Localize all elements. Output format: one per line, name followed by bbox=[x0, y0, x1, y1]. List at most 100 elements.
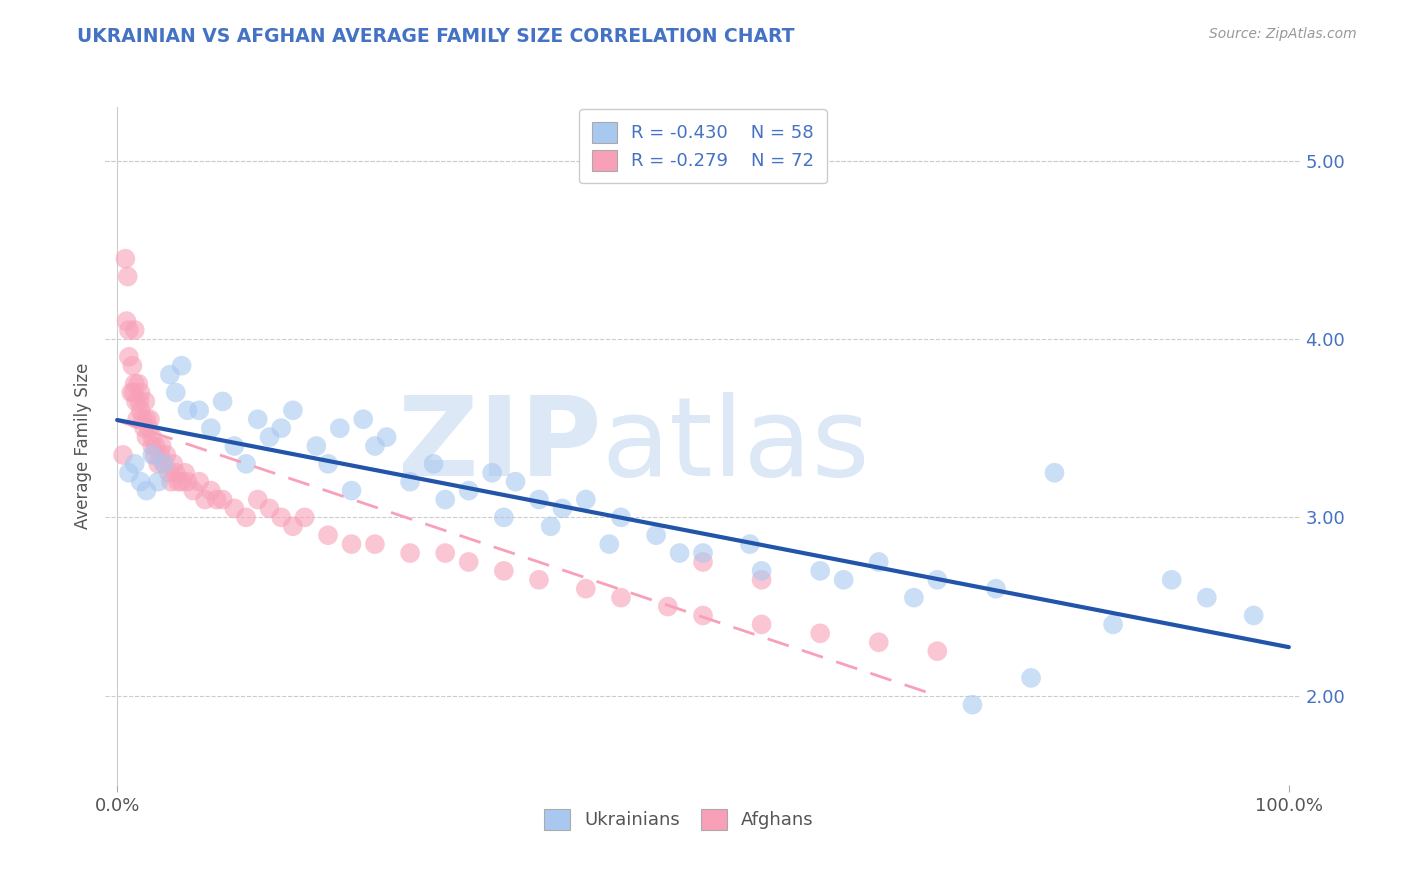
Point bbox=[316, 457, 339, 471]
Point bbox=[598, 537, 620, 551]
Point bbox=[738, 537, 761, 551]
Point bbox=[246, 492, 269, 507]
Point bbox=[162, 457, 184, 471]
Point bbox=[124, 323, 146, 337]
Point bbox=[668, 546, 690, 560]
Point bbox=[128, 394, 150, 409]
Point bbox=[174, 466, 197, 480]
Point bbox=[153, 457, 176, 471]
Point bbox=[457, 483, 479, 498]
Point bbox=[176, 475, 198, 489]
Point bbox=[399, 475, 422, 489]
Point bbox=[148, 457, 170, 471]
Point bbox=[610, 591, 633, 605]
Y-axis label: Average Family Size: Average Family Size bbox=[73, 363, 91, 529]
Point bbox=[148, 475, 170, 489]
Point bbox=[170, 359, 193, 373]
Point bbox=[527, 573, 550, 587]
Point bbox=[751, 564, 773, 578]
Point bbox=[527, 492, 550, 507]
Point bbox=[224, 501, 246, 516]
Text: atlas: atlas bbox=[602, 392, 870, 500]
Point bbox=[183, 483, 205, 498]
Point bbox=[270, 510, 292, 524]
Point bbox=[481, 466, 503, 480]
Point bbox=[122, 385, 145, 400]
Point bbox=[118, 466, 141, 480]
Point bbox=[124, 457, 146, 471]
Legend: Ukrainians, Afghans: Ukrainians, Afghans bbox=[537, 802, 821, 837]
Point bbox=[224, 439, 246, 453]
Text: UKRAINIAN VS AFGHAN AVERAGE FAMILY SIZE CORRELATION CHART: UKRAINIAN VS AFGHAN AVERAGE FAMILY SIZE … bbox=[77, 27, 794, 45]
Point bbox=[281, 519, 304, 533]
Point bbox=[235, 510, 257, 524]
Point bbox=[1243, 608, 1265, 623]
Point bbox=[340, 483, 363, 498]
Point bbox=[903, 591, 925, 605]
Point bbox=[1160, 573, 1182, 587]
Point bbox=[645, 528, 668, 542]
Point bbox=[165, 385, 187, 400]
Point bbox=[540, 519, 562, 533]
Point bbox=[832, 573, 855, 587]
Point bbox=[200, 421, 222, 435]
Point bbox=[194, 492, 217, 507]
Point bbox=[751, 573, 773, 587]
Point bbox=[127, 376, 149, 391]
Point bbox=[155, 448, 177, 462]
Point bbox=[118, 323, 141, 337]
Point bbox=[134, 394, 156, 409]
Point bbox=[150, 439, 173, 453]
Point bbox=[962, 698, 984, 712]
Point bbox=[141, 439, 163, 453]
Point bbox=[132, 412, 155, 426]
Point bbox=[305, 439, 328, 453]
Point bbox=[135, 412, 157, 426]
Point bbox=[751, 617, 773, 632]
Point bbox=[434, 546, 457, 560]
Point bbox=[132, 421, 156, 435]
Point bbox=[121, 359, 143, 373]
Point bbox=[188, 475, 211, 489]
Point bbox=[145, 439, 167, 453]
Point bbox=[316, 528, 339, 542]
Point bbox=[159, 368, 181, 382]
Point bbox=[112, 448, 135, 462]
Point bbox=[259, 501, 281, 516]
Point bbox=[200, 483, 222, 498]
Point bbox=[124, 376, 146, 391]
Point bbox=[575, 582, 598, 596]
Point bbox=[127, 412, 149, 426]
Point bbox=[157, 466, 180, 480]
Point bbox=[153, 457, 176, 471]
Point bbox=[808, 626, 831, 640]
Point bbox=[575, 492, 598, 507]
Point bbox=[692, 608, 714, 623]
Point bbox=[457, 555, 479, 569]
Point bbox=[492, 564, 515, 578]
Point bbox=[125, 394, 148, 409]
Point bbox=[281, 403, 304, 417]
Point bbox=[692, 555, 714, 569]
Point bbox=[657, 599, 679, 614]
Point bbox=[143, 448, 166, 462]
Point bbox=[868, 555, 890, 569]
Point bbox=[270, 421, 292, 435]
Point bbox=[364, 537, 387, 551]
Point bbox=[115, 314, 138, 328]
Point bbox=[340, 537, 363, 551]
Point bbox=[205, 492, 228, 507]
Point bbox=[294, 510, 316, 524]
Point bbox=[434, 492, 457, 507]
Point bbox=[1102, 617, 1125, 632]
Text: Source: ZipAtlas.com: Source: ZipAtlas.com bbox=[1209, 27, 1357, 41]
Point bbox=[364, 439, 387, 453]
Point bbox=[117, 269, 139, 284]
Point bbox=[135, 483, 157, 498]
Point bbox=[1019, 671, 1042, 685]
Point bbox=[141, 430, 163, 444]
Point bbox=[129, 475, 152, 489]
Point bbox=[129, 403, 152, 417]
Text: ZIP: ZIP bbox=[398, 392, 602, 500]
Point bbox=[118, 350, 141, 364]
